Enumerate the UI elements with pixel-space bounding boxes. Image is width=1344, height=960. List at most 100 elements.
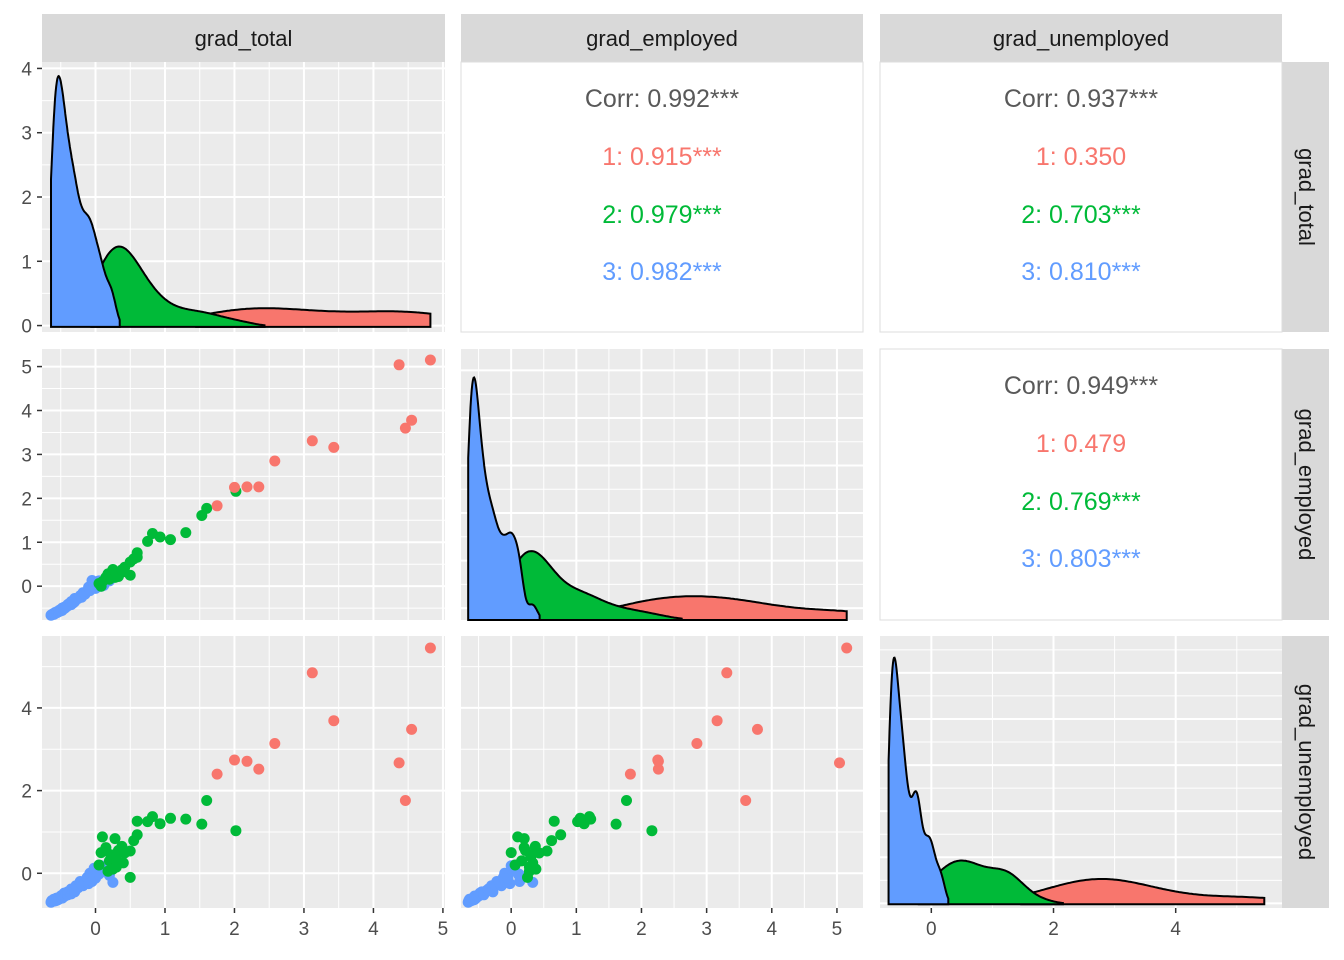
scatter-point-group-1	[652, 763, 664, 775]
scatter-point-group-2	[165, 534, 176, 546]
x-tick-label: 3	[299, 919, 310, 940]
scatter-point-group-3	[107, 876, 119, 888]
strip-right-label-grad_unemployed: grad_unemployed	[1294, 684, 1319, 860]
density-group-1	[1020, 878, 1266, 906]
corr-group-1-text: 1: 0.350	[1036, 143, 1126, 171]
scatter-point-group-1	[211, 768, 223, 780]
scatter-point-group-1	[652, 754, 664, 766]
scatter-point-group-1	[740, 795, 752, 806]
scatter-point-group-1	[711, 715, 723, 727]
y-tick-label: 4	[21, 59, 32, 80]
strip-label-grad_employed: grad_employed	[586, 26, 738, 51]
scatter-point-group-2	[610, 818, 622, 830]
corr-overall-text: Corr: 0.937***	[1004, 85, 1159, 113]
scatter-point-group-2	[201, 502, 213, 514]
x-tick-label: 2	[229, 919, 240, 940]
corr-panel-background	[460, 61, 864, 333]
y-tick-label: 2	[21, 782, 32, 803]
scatter-point-group-1	[306, 667, 318, 679]
corr-group-2-text: 2: 0.769***	[1021, 488, 1141, 516]
scatter-point-group-2	[96, 831, 108, 843]
x-tick-label: 4	[1170, 919, 1181, 940]
scatter-point-group-2	[180, 813, 192, 825]
scatter-point-group-3	[513, 869, 525, 881]
strip-grad_total	[42, 14, 445, 62]
strip-right-label-grad_total: grad_total	[1294, 148, 1319, 246]
strip-label-grad_total: grad_total	[195, 26, 293, 51]
scatter-point-group-2	[147, 811, 158, 823]
scatter-point-group-1	[229, 754, 240, 766]
scatter-point-group-1	[406, 414, 418, 426]
strip-right-label-grad_employed: grad_employed	[1294, 409, 1319, 561]
scatter-point-group-1	[253, 763, 265, 775]
panel-grad_employed-vs-grad_unemployed: Corr: 0.949*** 1: 0.479 2: 0.769*** 3: 0.80…	[879, 348, 1283, 621]
scatter-point-group-2	[124, 845, 136, 857]
scatter-point-group-2	[520, 845, 531, 856]
scatter-point-group-1	[393, 757, 405, 769]
scatter-point-group-2	[109, 833, 121, 845]
scatter-point-group-2	[541, 845, 553, 857]
panel-background	[880, 636, 1282, 908]
scatter-point-group-2	[154, 818, 166, 830]
scatter-point-group-2	[180, 527, 192, 539]
strip-right-grad_total	[1282, 62, 1329, 332]
strip-grad_unemployed	[880, 14, 1282, 62]
scatter-point-group-1	[211, 500, 223, 512]
y-tick-label: 0	[21, 864, 32, 885]
y-tick-label: 1	[21, 533, 32, 554]
scatter-point-group-1	[721, 667, 733, 679]
scatter-point-group-1	[841, 642, 853, 654]
scatter-point-group-2	[117, 857, 129, 869]
scatter-point-group-1	[834, 757, 845, 769]
scatter-point-group-1	[241, 481, 253, 493]
scatter-point-group-2	[527, 857, 539, 869]
density-group-1	[195, 307, 432, 328]
x-tick-label: 4	[368, 919, 379, 940]
scatter-point-group-2	[518, 833, 530, 845]
scatter-point-group-1	[269, 738, 281, 749]
y-tick-label: 3	[21, 445, 32, 466]
x-tick-label: 2	[1048, 919, 1059, 940]
scatter-point-group-1	[328, 441, 340, 453]
corr-group-1-text: 1: 0.479	[1036, 430, 1126, 458]
scatter-point-group-1	[241, 755, 253, 767]
y-tick-label: 3	[21, 124, 32, 145]
strip-right-grad_employed	[1282, 349, 1329, 620]
y-tick-label: 4	[21, 699, 32, 720]
scatter-point-group-1	[624, 768, 636, 780]
panel-grad_employed-vs-grad_employed	[461, 349, 863, 621]
y-tick-label: 1	[21, 252, 32, 273]
scatter-point-group-2	[93, 859, 105, 871]
y-tick-label: 0	[21, 577, 32, 598]
panel-grad_total-vs-grad_total: 0 1 2 3 4	[21, 59, 445, 338]
x-tick-label: 1	[160, 919, 171, 940]
x-tick-label: 0	[506, 919, 517, 940]
scatter-point-group-2	[131, 829, 143, 841]
density-group-2	[90, 245, 266, 328]
scatter-point-group-2	[124, 871, 136, 883]
y-tick-label: 2	[21, 188, 32, 209]
panel-grad_unemployed-vs-grad_unemployed: 0 2 4	[880, 636, 1282, 940]
scatter-point-group-2	[201, 795, 213, 806]
scatter-point-group-2	[546, 835, 558, 847]
density-group-2	[917, 859, 1064, 906]
density-group-1	[610, 595, 848, 621]
strip-label-grad_unemployed: grad_unemployed	[993, 26, 1169, 51]
scatter-point-group-2	[516, 855, 528, 867]
scatter-point-group-1	[424, 354, 436, 366]
corr-panel-background	[879, 348, 1283, 621]
corr-group-3-text: 3: 0.803***	[1021, 545, 1141, 573]
x-tick-label: 5	[438, 919, 449, 940]
x-tick-label: 4	[766, 919, 777, 940]
x-tick-label: 0	[90, 919, 101, 940]
scatter-point-group-2	[124, 569, 136, 581]
panel-grad_total-vs-grad_employed: Corr: 0.992*** 1: 0.915*** 2: 0.979*** 3: 0…	[460, 61, 864, 333]
scatter-point-group-1	[269, 455, 281, 467]
scatter-point-group-2	[621, 795, 632, 806]
strip-grad_employed	[461, 14, 863, 62]
scatter-point-group-1	[399, 795, 411, 806]
x-tick-label: 2	[636, 919, 647, 940]
corr-group-1-text: 1: 0.915***	[602, 143, 722, 171]
scatter-point-group-2	[230, 825, 242, 837]
